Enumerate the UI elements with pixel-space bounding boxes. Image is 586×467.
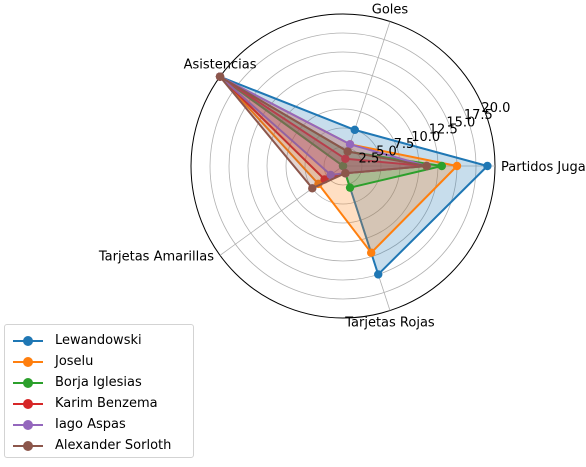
data-point (345, 140, 355, 149)
data-point (452, 161, 462, 171)
legend-swatch (11, 335, 45, 347)
radial-tick-label: 7.5 (394, 137, 415, 152)
series-fill (220, 76, 427, 175)
series-fill (220, 76, 427, 180)
legend-item: Iago Aspas (11, 414, 187, 435)
radial-tick-label: 17.5 (464, 108, 493, 123)
legend-item: Karim Benzema (11, 393, 187, 414)
series-fill (220, 76, 427, 189)
axis-label: Goles (372, 2, 409, 17)
legend-swatch (11, 398, 45, 410)
data-point (366, 248, 376, 257)
data-point (343, 147, 352, 156)
data-point (326, 170, 335, 180)
series-alexander-sorloth (215, 72, 431, 193)
legend-label: Borja Iglesias (55, 375, 142, 390)
legend-item: Borja Iglesias (11, 372, 187, 393)
series-fill (220, 76, 488, 275)
data-point (422, 161, 431, 171)
radial-tick-label: 12.5 (429, 123, 458, 138)
legend-label: Iago Aspas (55, 417, 126, 432)
series-layer (215, 72, 492, 279)
legend-label: Lewandowski (55, 333, 142, 348)
radial-tick-label: 10.0 (411, 130, 440, 145)
data-point (215, 72, 225, 81)
legend-item: Lewandowski (11, 330, 187, 351)
data-point (437, 161, 446, 171)
axis-label: Tarjetas Amarillas (98, 249, 214, 264)
radial-tick-labels: 2.55.07.510.012.515.017.520.0 (359, 101, 511, 167)
axis-label: Tarjetas Rojas (344, 316, 435, 331)
series-line (219, 75, 458, 254)
legend-item: Joselu (11, 351, 187, 372)
data-point (374, 270, 383, 279)
data-point (483, 161, 492, 171)
data-point (341, 154, 350, 163)
radial-tick-label: 5.0 (376, 144, 397, 159)
legend: Lewandowski Joselu Borja Iglesias Karim Ben… (4, 324, 194, 458)
series-line (219, 75, 428, 190)
axis-label: Partidos Jugados (501, 160, 586, 175)
axis-label: Asistencias (184, 58, 257, 73)
data-point (341, 169, 350, 178)
data-point (338, 161, 348, 171)
series-fill (220, 76, 442, 188)
legend-label: Joselu (55, 354, 94, 369)
axis-labels: Partidos Jugados Goles Asistencias Tarjetas… (98, 2, 586, 330)
radial-tick-label: 15.0 (446, 115, 475, 130)
legend-swatch (11, 440, 45, 452)
legend-item: Alexander Sorloth (11, 435, 187, 456)
legend-swatch (11, 377, 45, 389)
legend-label: Karim Benzema (55, 396, 158, 411)
legend-swatch (11, 419, 45, 431)
radial-tick-label: 2.5 (359, 152, 380, 167)
radial-tick-label: 20.0 (481, 101, 510, 116)
data-point (308, 184, 317, 193)
data-point (345, 183, 355, 192)
data-point (350, 125, 359, 135)
legend-label: Alexander Sorloth (55, 438, 172, 453)
legend-swatch (11, 356, 45, 368)
